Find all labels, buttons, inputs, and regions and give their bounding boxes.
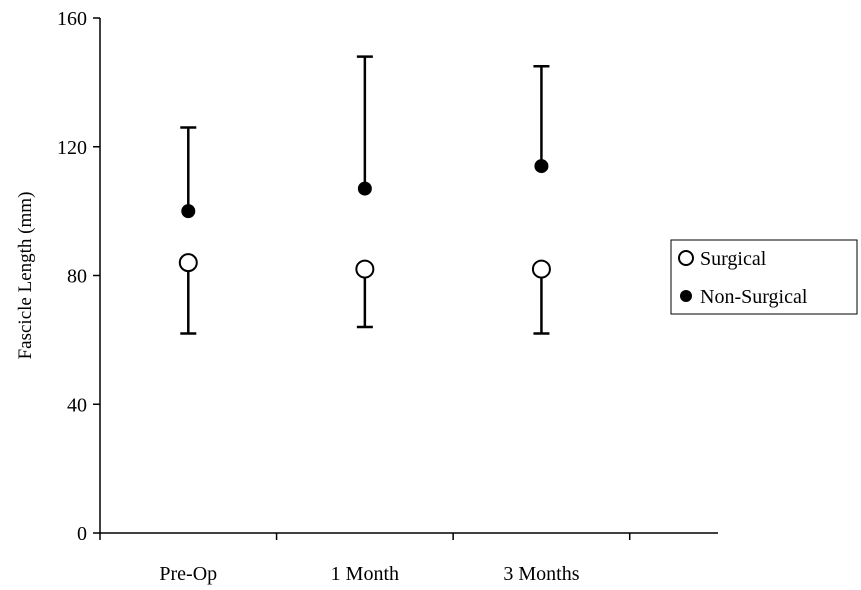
y-axis-title: Fascicle Length (mm): [15, 192, 36, 360]
legend-label: Surgical: [700, 248, 767, 270]
x-tick-label: Pre-Op: [159, 563, 217, 585]
axes: [99, 18, 718, 534]
legend-box: [670, 239, 858, 315]
legend: Surgical Non-Surgical: [670, 239, 858, 315]
x-tick-label: 1 Month: [331, 563, 399, 585]
x-ticks: Pre-Op 1 Month 3 Months: [99, 533, 631, 585]
y-tick-label: 40: [67, 394, 87, 416]
surgical-point: [531, 259, 551, 279]
surgical-point: [178, 253, 198, 273]
y-tick-label: 0: [77, 523, 87, 545]
x-tick-label: 3 Months: [503, 563, 579, 585]
legend-marker: [678, 250, 694, 266]
non-surgical-point: [534, 159, 549, 174]
non-surgical-point: [181, 204, 196, 219]
y-tick-label: 160: [57, 8, 87, 30]
non-surgical-point: [357, 181, 372, 196]
y-tick-label: 80: [67, 266, 87, 288]
legend-marker: [680, 290, 692, 302]
error-bars: [180, 55, 550, 335]
surgical-point: [355, 259, 375, 279]
legend-label: Non-Surgical: [700, 286, 808, 308]
y-tick-label: 120: [57, 137, 87, 159]
y-ticks: 0 40 80 120 160: [57, 8, 100, 545]
data-points: [178, 159, 551, 279]
